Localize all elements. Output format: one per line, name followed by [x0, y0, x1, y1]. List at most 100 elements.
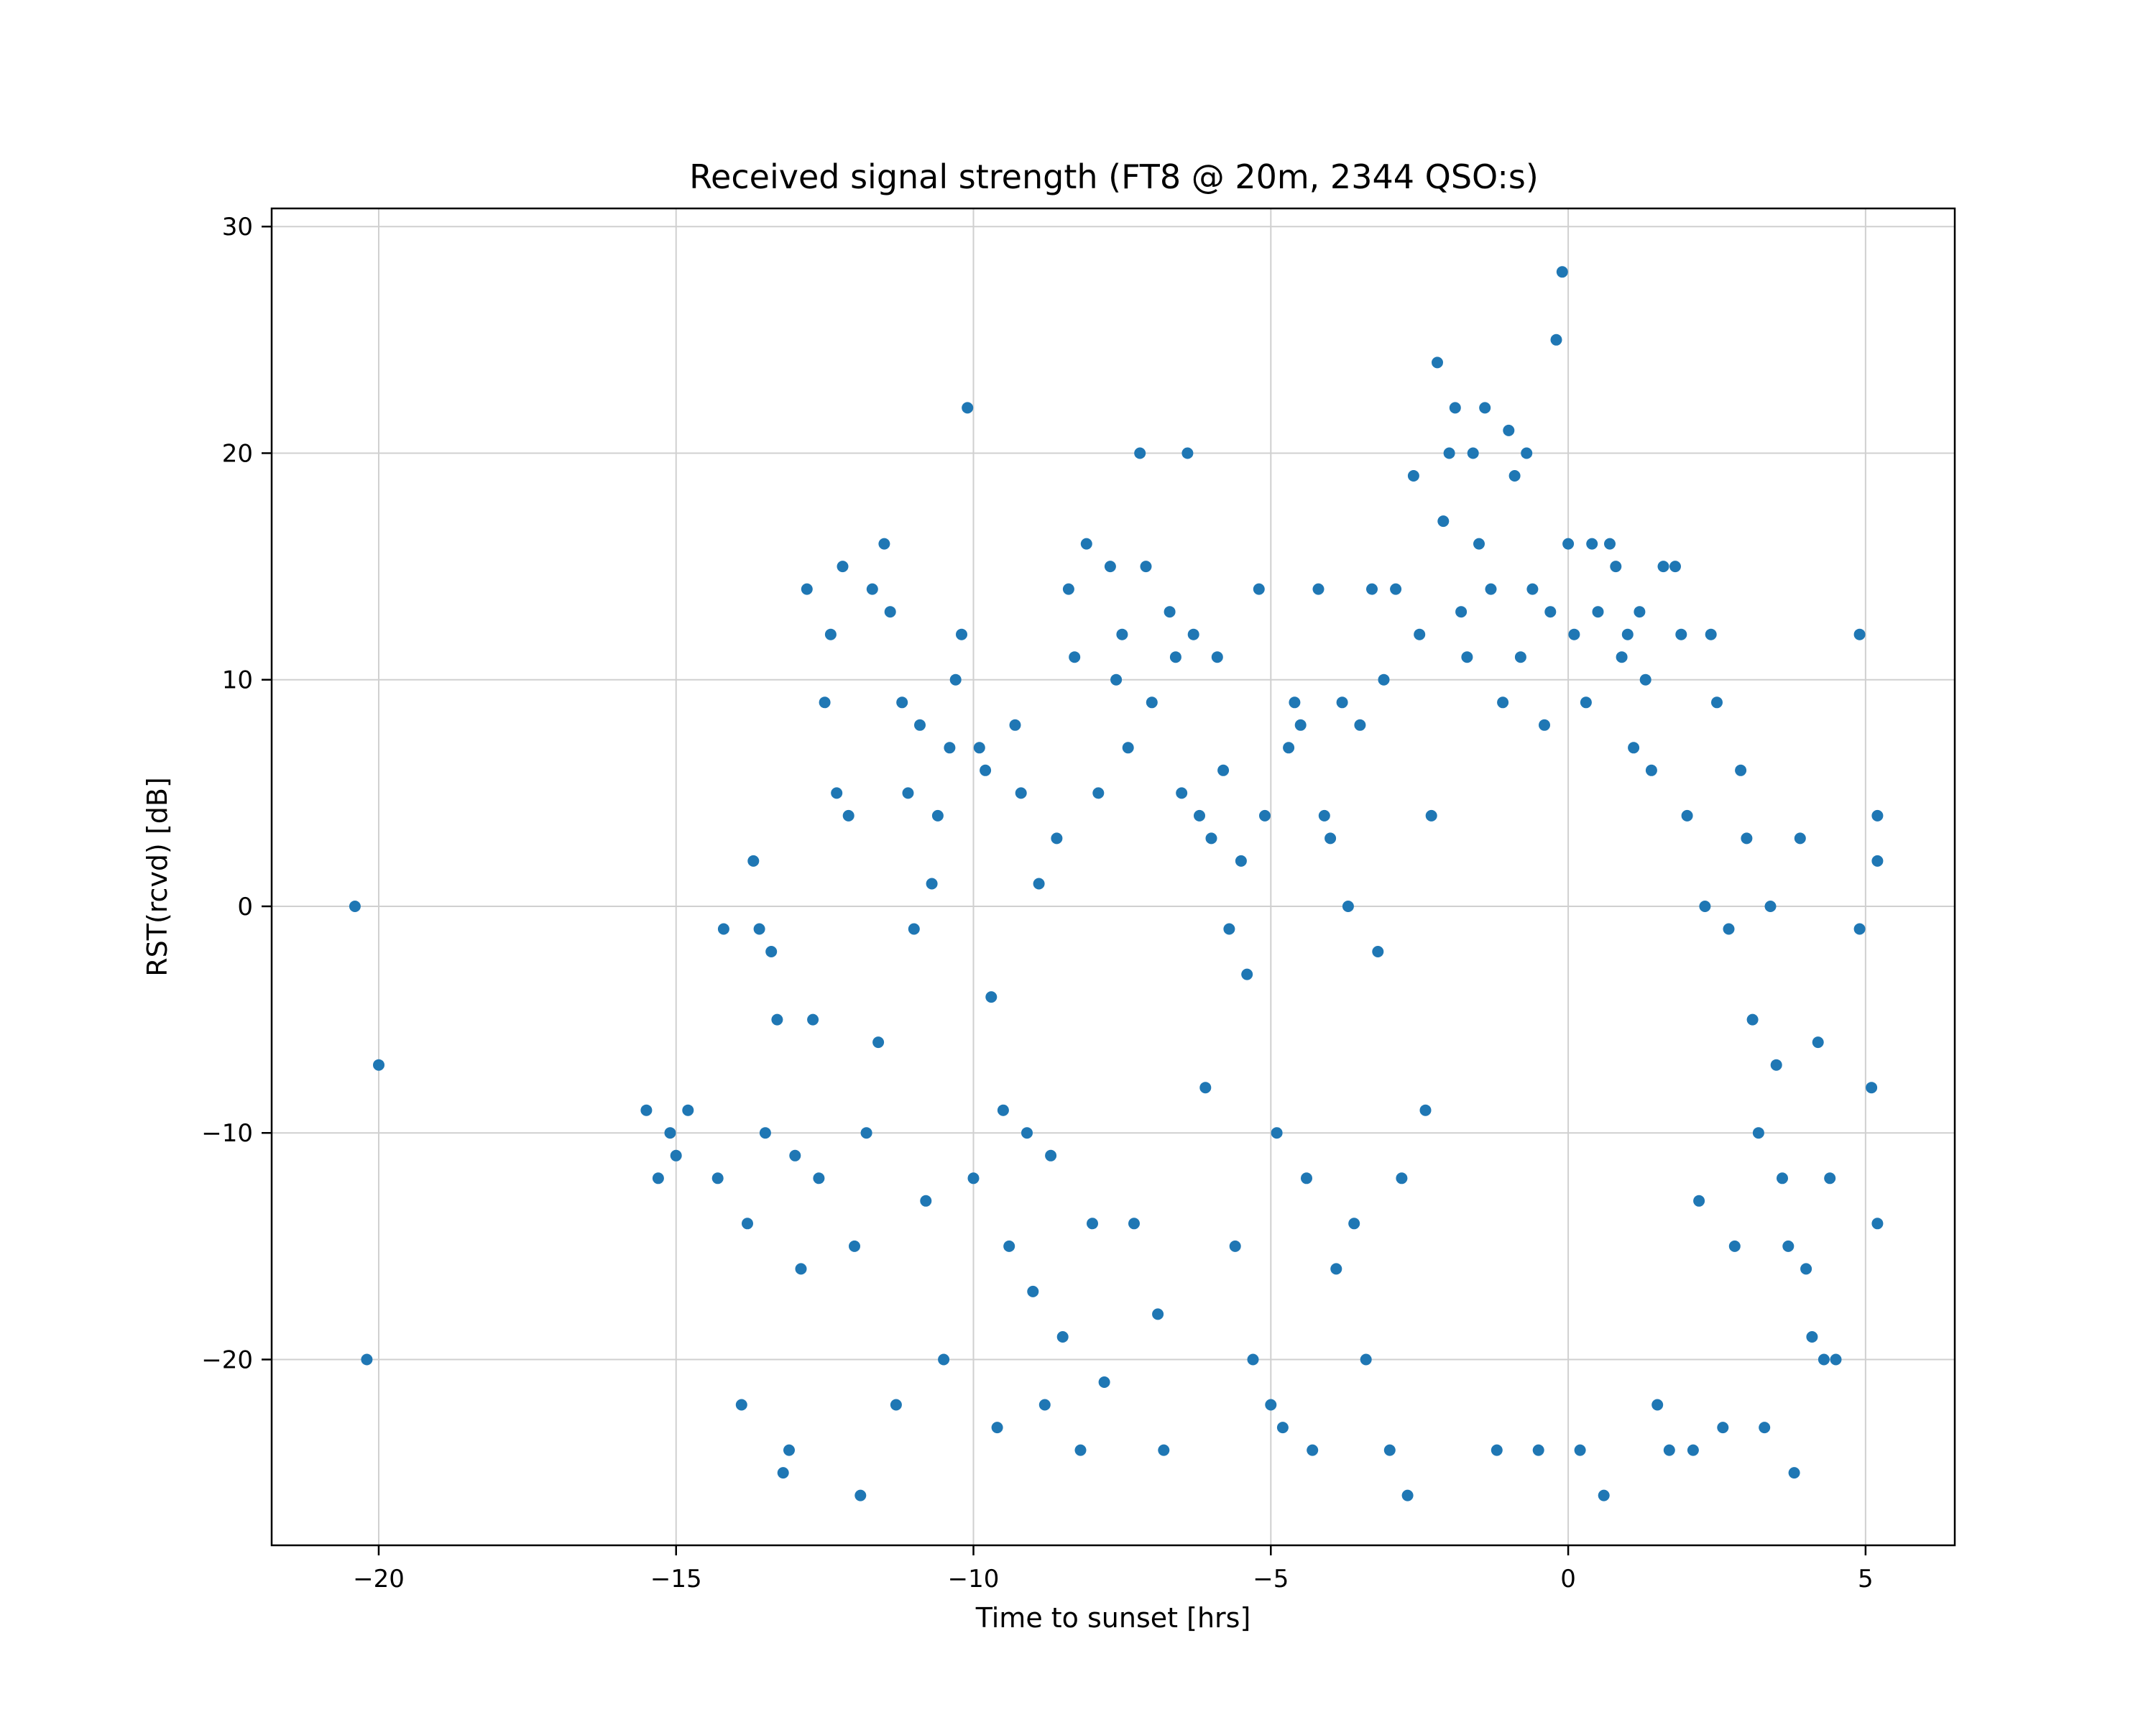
- data-point: [1401, 1489, 1414, 1501]
- data-point: [1062, 583, 1074, 595]
- data-point: [866, 583, 878, 595]
- data-point: [914, 719, 926, 731]
- data-point: [1366, 583, 1378, 595]
- data-point: [1699, 901, 1711, 912]
- data-point: [1675, 628, 1687, 640]
- data-point: [1467, 447, 1479, 459]
- data-point: [1003, 1240, 1015, 1252]
- data-point: [1223, 923, 1235, 935]
- data-point: [1770, 1059, 1782, 1071]
- data-point: [1556, 266, 1568, 278]
- data-point: [1604, 538, 1616, 550]
- data-point: [742, 1218, 753, 1230]
- data-point: [1074, 1444, 1087, 1456]
- data-point: [980, 764, 992, 776]
- data-point: [1544, 606, 1557, 618]
- data-point: [1521, 447, 1533, 459]
- data-point: [640, 1104, 653, 1116]
- data-point: [1342, 901, 1354, 912]
- data-point: [973, 742, 985, 754]
- data-point: [1217, 764, 1230, 776]
- data-point: [765, 946, 778, 957]
- data-point: [1056, 1331, 1069, 1343]
- data-point: [747, 855, 760, 867]
- data-point: [1051, 832, 1063, 845]
- x-tick-label: −15: [650, 1565, 702, 1593]
- data-point: [717, 923, 729, 935]
- data-point: [938, 1353, 950, 1366]
- data-point: [1455, 606, 1468, 618]
- data-point: [1550, 334, 1562, 346]
- data-point: [1568, 628, 1580, 640]
- data-point: [1432, 356, 1443, 369]
- data-point: [1194, 809, 1205, 822]
- data-point: [1777, 1172, 1788, 1184]
- data-point: [1211, 651, 1223, 663]
- y-axis-ticks: −20 −10 0 10 20 30: [201, 213, 272, 1374]
- data-point: [920, 1195, 932, 1207]
- data-point: [872, 1036, 885, 1049]
- data-point: [801, 583, 813, 595]
- data-point: [831, 787, 843, 799]
- data-point: [1586, 538, 1598, 550]
- data-point: [1728, 1240, 1741, 1252]
- data-point: [1104, 561, 1116, 573]
- data-point: [1259, 809, 1271, 822]
- data-point: [1098, 1376, 1110, 1388]
- data-point: [908, 923, 920, 935]
- data-point: [997, 1104, 1009, 1116]
- data-point: [1830, 1353, 1842, 1366]
- data-point: [956, 628, 967, 640]
- data-point: [1354, 719, 1366, 731]
- data-point: [1176, 787, 1188, 799]
- data-point: [1390, 583, 1402, 595]
- data-point: [1325, 832, 1337, 845]
- data-point: [1616, 651, 1628, 663]
- y-tick-label: 0: [237, 893, 253, 921]
- data-point: [1169, 651, 1181, 663]
- data-point: [1723, 923, 1735, 935]
- data-point: [1425, 809, 1437, 822]
- data-point: [1824, 1172, 1836, 1184]
- data-point: [1711, 696, 1723, 709]
- data-point: [1318, 809, 1330, 822]
- data-point: [1372, 946, 1384, 957]
- data-point: [1134, 447, 1146, 459]
- data-point: [1265, 1399, 1277, 1411]
- data-point: [1271, 1127, 1283, 1139]
- data-point: [682, 1104, 694, 1116]
- data-point: [1087, 1218, 1098, 1230]
- data-point: [1407, 470, 1419, 482]
- data-point: [1033, 878, 1045, 890]
- grid-lines: [272, 208, 1955, 1545]
- data-point: [1705, 628, 1717, 640]
- data-point: [1038, 1399, 1051, 1411]
- data-point: [789, 1149, 801, 1162]
- y-tick-label: −10: [201, 1119, 253, 1148]
- data-point: [837, 561, 849, 573]
- data-point: [1788, 1467, 1800, 1479]
- data-point: [1241, 968, 1253, 980]
- data-point: [1628, 742, 1640, 754]
- data-point: [1503, 424, 1515, 436]
- y-tick-label: −20: [201, 1346, 253, 1374]
- data-point: [1199, 1082, 1212, 1094]
- y-axis-label: RST(rcvd) [dB]: [142, 777, 173, 977]
- data-point: [1419, 1104, 1432, 1116]
- data-point: [1045, 1149, 1057, 1162]
- x-tick-label: 0: [1560, 1565, 1576, 1593]
- data-point: [813, 1172, 825, 1184]
- data-point: [1592, 606, 1604, 618]
- data-point: [1866, 1082, 1878, 1094]
- data-point: [1794, 832, 1806, 845]
- data-point: [1229, 1240, 1241, 1252]
- data-point: [1485, 583, 1497, 595]
- x-tick-label: −10: [948, 1565, 1000, 1593]
- data-point: [1574, 1444, 1586, 1456]
- data-point: [349, 901, 361, 912]
- data-point: [1741, 832, 1753, 845]
- data-point: [1205, 832, 1217, 845]
- data-point: [1693, 1195, 1705, 1207]
- data-point: [1383, 1444, 1396, 1456]
- data-point: [1348, 1218, 1360, 1230]
